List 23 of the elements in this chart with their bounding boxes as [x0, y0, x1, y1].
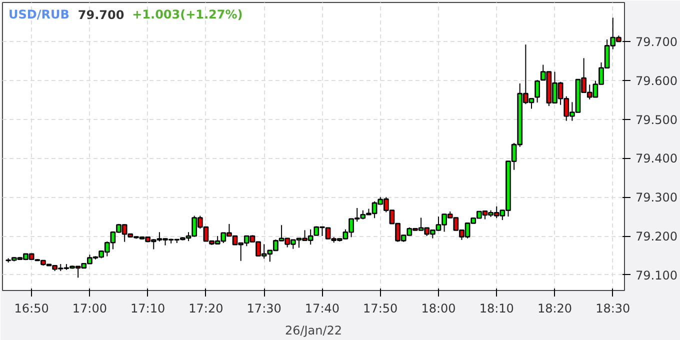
annotation: +1.003(+1.27%) — [132, 8, 243, 22]
x-tick-label: 18:20 — [537, 302, 572, 316]
chart-title: USD/RUB — [8, 8, 70, 22]
x-tick-label: 17:40 — [304, 302, 340, 316]
x-tick-label: 18:00 — [421, 302, 456, 316]
x-tick-label: 17:00 — [72, 302, 107, 316]
annotation: 79.700 — [78, 8, 124, 22]
x-tick-label: 17:50 — [363, 302, 398, 316]
x-axis-title: 26/Jan/22 — [284, 324, 342, 338]
y-tick-label: 79.500 — [636, 112, 678, 127]
x-tick-label: 18:30 — [596, 302, 630, 316]
x-tick-label: 16:50 — [14, 302, 49, 316]
y-tick-label: 79.700 — [636, 34, 678, 49]
x-tick-label: 18:10 — [479, 302, 514, 316]
y-tick-label: 79.600 — [636, 74, 678, 88]
y-tick-label: 79.200 — [636, 230, 678, 244]
y-tick-label: 79.400 — [636, 152, 678, 166]
y-tick-label: 79.300 — [636, 190, 678, 205]
x-tick-label: 17:10 — [130, 302, 166, 316]
candlestick — [534, 79, 540, 104]
x-tick-label: 17:20 — [188, 302, 224, 316]
x-tick-label: 17:30 — [246, 302, 282, 316]
y-tick-label: 79.100 — [636, 268, 678, 282]
